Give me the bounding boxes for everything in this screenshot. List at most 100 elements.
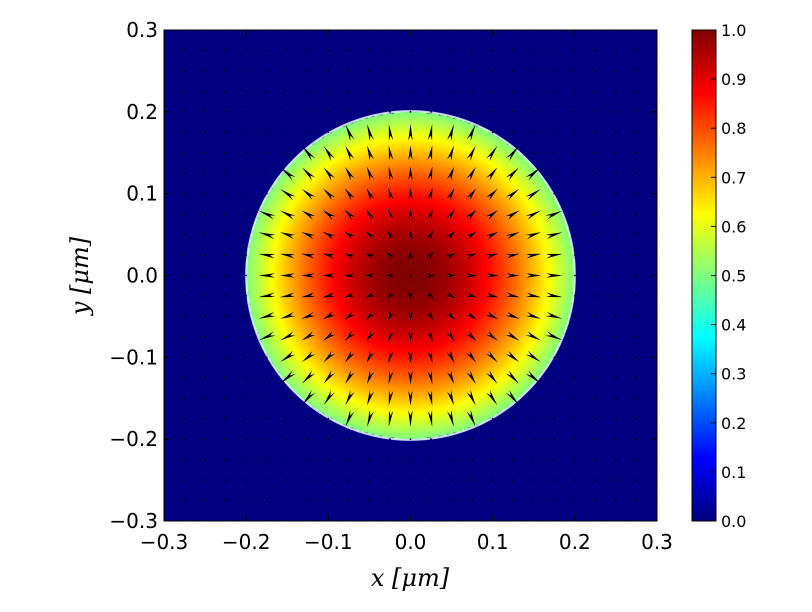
vector-dot [512,70,515,72]
vector-dot [635,458,638,461]
vector-dot [594,458,597,461]
vector-arrow [279,311,296,319]
vector-arrow [485,331,499,341]
vector-dot [224,172,227,175]
vector-dot [573,131,576,134]
vector-dot [183,479,186,481]
vector-dot [245,274,248,277]
vector-arrow [525,210,541,220]
vector-dot [204,274,206,277]
vector-dot [553,110,556,113]
vector-arrow [466,124,476,142]
vector-arrow [485,350,498,363]
vector-dot [265,49,268,52]
vector-arrow [427,187,433,201]
vector-dot [615,479,617,481]
vector-dot [573,151,576,154]
vector-dot [183,172,186,175]
vector-arrow [525,350,541,362]
vector-arrow [525,331,541,341]
vector-dot [573,335,576,338]
vector-arrow [485,188,498,201]
vector-dot [245,131,248,134]
vector-dot [265,417,268,420]
vector-dot [615,438,617,441]
vector-arrow [387,291,395,299]
vector-arrow [408,145,413,161]
vector-arrow [427,350,433,364]
vector-dot [224,131,227,134]
vector-arrow [322,292,335,298]
vector-arrow [466,350,477,363]
vector-dot [224,151,227,154]
vector-arrow [388,187,394,201]
vector-dot [368,499,371,502]
vector-dot [450,90,453,93]
vector-arrow [426,230,434,240]
vector-dot [245,315,248,318]
vector-dot [615,110,617,113]
vector-dot [183,335,186,338]
vector-arrow [426,252,434,260]
vector-dot [573,458,576,461]
vector-arrow [301,331,316,341]
y-tick-label: −0.3 [109,509,158,533]
vector-dot [224,376,227,379]
vector-arrow [344,350,355,363]
vector-dot [286,90,289,93]
vector-dot [532,417,535,420]
vector-dot [594,274,597,277]
vector-dot [615,192,617,195]
vector-dot [347,110,350,113]
vector-dot [327,499,330,502]
vector-dot [183,90,186,93]
vector-dot [594,356,597,359]
vector-arrow [446,370,455,385]
vector-dot [224,315,227,318]
y-tick-label: −0.1 [109,345,158,369]
vector-dot [306,90,309,93]
vector-dot [183,417,186,420]
vector-arrow [322,311,336,320]
vector-arrow [466,292,478,298]
vector-arrow [301,253,315,259]
vector-dot [265,438,268,441]
vector-dot [615,417,617,420]
vector-dot [204,417,206,420]
vector-dot [347,49,350,52]
vector-dot [245,90,248,93]
vector-dot [183,151,186,154]
vector-dot [265,172,268,175]
vector-dot [347,479,350,481]
vector-dot [306,499,309,502]
vector-dot [430,110,432,113]
vector-dot [573,295,576,297]
vector-arrow [322,210,336,220]
x-tick-label: 0.0 [395,530,427,554]
vector-dot [450,49,453,52]
vector-dot [573,315,576,318]
vector-dot [573,499,576,502]
vector-arrow [505,188,520,201]
vector-dot [183,397,186,400]
vector-dot [430,90,432,93]
vector-dot [286,70,289,72]
colorbar-tick-label: 0.3 [721,365,746,384]
vector-dot [183,295,186,297]
vector-dot [471,90,474,93]
vector-dot [183,438,186,441]
vector-dot [594,172,597,175]
vector-dot [430,479,432,481]
vector-dot [615,458,617,461]
vector-dot [245,417,248,420]
vector-dot [409,70,412,72]
vector-dot [471,110,474,113]
vector-arrow [366,209,375,221]
vector-dot [306,131,309,134]
vector-arrow [447,409,454,427]
colorbar-tick-label: 0.5 [721,267,746,286]
vector-dot [532,49,535,52]
vector-arrow [301,210,316,220]
vector-arrow [387,311,395,321]
